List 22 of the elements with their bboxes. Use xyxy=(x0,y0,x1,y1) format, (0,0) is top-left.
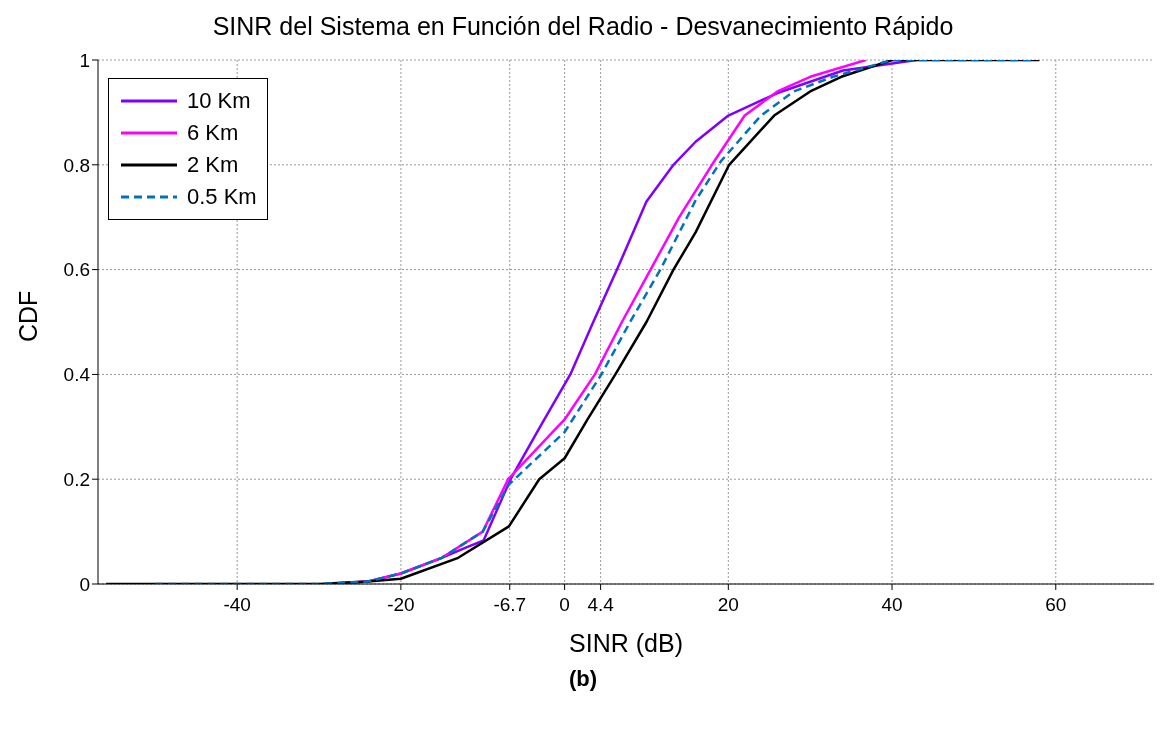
legend-label: 0.5 Km xyxy=(187,183,257,211)
legend-label: 2 Km xyxy=(187,151,239,179)
y-tick-label: 0.2 xyxy=(63,468,90,490)
y-tick-label: 0 xyxy=(79,573,90,595)
y-tick-label: 1 xyxy=(79,49,90,71)
y-tick-label: 0.6 xyxy=(63,259,90,281)
text: (b) xyxy=(567,666,599,692)
chart-title: SINR del Sistema en Función del Radio - Desvanecimiento Rápido xyxy=(211,11,955,42)
x-tick-label: 40 xyxy=(881,594,903,616)
x-tick-label: -6.7 xyxy=(493,594,527,616)
y-axis-title: CDF xyxy=(13,290,42,342)
x-tick-label: -20 xyxy=(387,594,415,616)
x-tick-label: 60 xyxy=(1045,594,1067,616)
x-tick-label: 0 xyxy=(559,594,570,616)
y-tick-label: 0.8 xyxy=(63,154,90,176)
x-axis-title: SINR (dB) xyxy=(569,629,683,657)
legend-label: 10 Km xyxy=(187,87,251,115)
x-tick-label: 20 xyxy=(717,594,739,616)
x-tick-label: 4.4 xyxy=(587,594,615,616)
y-tick-label: 0.4 xyxy=(63,364,91,386)
legend-label: 6 Km xyxy=(187,119,239,147)
x-tick-label: -40 xyxy=(223,594,251,616)
